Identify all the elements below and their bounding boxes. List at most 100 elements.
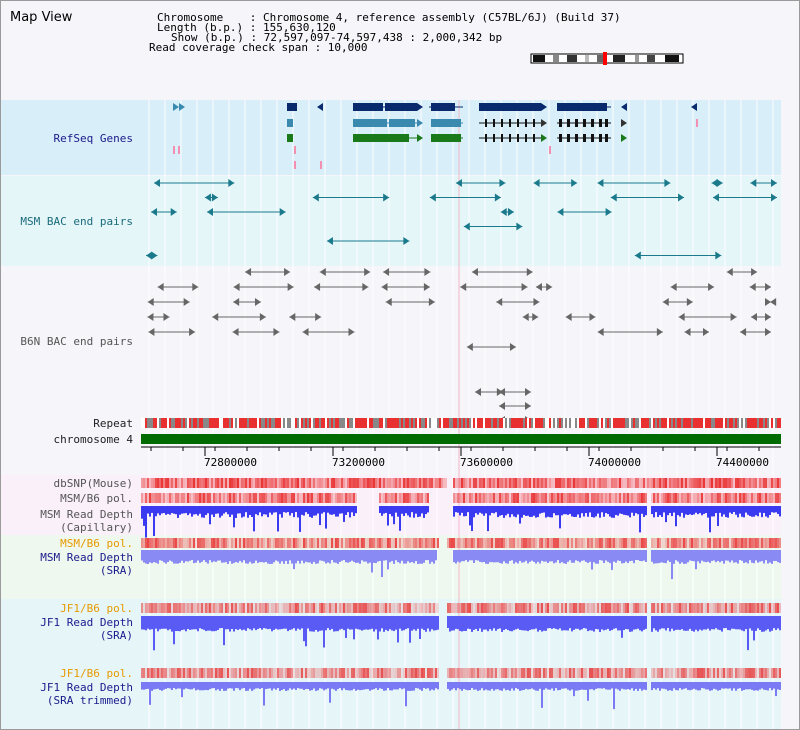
polymorphism-segment bbox=[763, 493, 765, 503]
repeat-segment bbox=[629, 418, 631, 428]
bac-end-arrow bbox=[153, 179, 160, 187]
polymorphism-segment bbox=[429, 603, 431, 613]
polymorphism-segment bbox=[643, 538, 645, 548]
polymorphism-segment bbox=[711, 538, 713, 548]
dbsnp-label[interactable]: dbSNP(Mouse) bbox=[53, 477, 133, 490]
read-depth-bar bbox=[693, 506, 695, 515]
bac-end-arrow bbox=[148, 328, 155, 336]
polymorphism-segment bbox=[183, 493, 185, 503]
read-depth-bar bbox=[565, 550, 567, 564]
ideogram-band bbox=[635, 55, 639, 62]
polymorphism-segment bbox=[415, 538, 417, 548]
polymorphism-segment bbox=[659, 478, 661, 488]
polymorphism-segment bbox=[243, 478, 245, 488]
polymorphism-segment bbox=[633, 538, 635, 548]
read-depth-bar bbox=[767, 682, 769, 691]
polymorphism-segment bbox=[357, 478, 359, 488]
read-depth-bar bbox=[211, 616, 213, 632]
polymorphism-segment bbox=[681, 603, 683, 613]
read-depth-bar bbox=[573, 682, 575, 697]
polymorphism-segment bbox=[635, 493, 637, 503]
read-depth-bar bbox=[185, 550, 187, 562]
read-depth-bar bbox=[731, 616, 733, 629]
read-depth-bar bbox=[355, 682, 357, 691]
polymorphism-segment bbox=[305, 603, 307, 613]
msm-bac-label[interactable]: MSM BAC end pairs bbox=[20, 215, 133, 228]
b6n-bac-label[interactable]: B6N BAC end pairs bbox=[20, 335, 133, 348]
repeat-segment bbox=[679, 418, 681, 428]
read-depth-bar bbox=[415, 506, 417, 514]
jf1-depth-trimmed-label[interactable]: JF1 Read Depth bbox=[40, 681, 133, 694]
read-depth-bar bbox=[539, 616, 541, 631]
polymorphism-segment bbox=[705, 603, 707, 613]
repeat-segment bbox=[475, 418, 477, 428]
polymorphism-segment bbox=[547, 538, 549, 548]
bac-end-arrow bbox=[362, 283, 369, 291]
polymorphism-segment bbox=[501, 538, 503, 548]
polymorphism-segment bbox=[177, 603, 179, 613]
polymorphism-segment bbox=[657, 493, 659, 503]
polymorphism-segment bbox=[451, 538, 453, 548]
gene-small bbox=[549, 146, 551, 154]
read-depth-bar bbox=[583, 506, 585, 517]
msm-depth-capillary-label[interactable]: MSM Read Depth bbox=[40, 508, 133, 521]
read-depth-bar bbox=[753, 550, 755, 564]
read-depth-bar bbox=[319, 506, 321, 526]
polymorphism-segment bbox=[557, 478, 559, 488]
polymorphism-segment bbox=[527, 478, 529, 488]
polymorphism-segment bbox=[205, 603, 207, 613]
repeat-segment bbox=[165, 418, 167, 428]
read-depth-bar bbox=[455, 616, 457, 629]
polymorphism-segment bbox=[541, 668, 543, 678]
read-depth-bar bbox=[595, 682, 597, 689]
refseq-genes-label[interactable]: RefSeq Genes bbox=[53, 132, 133, 145]
polymorphism-segment bbox=[565, 478, 567, 488]
read-depth-bar bbox=[629, 506, 631, 518]
jf1-b6-pol-trimmed-label[interactable]: JF1/B6 pol. bbox=[60, 667, 133, 680]
read-depth-bar bbox=[629, 616, 631, 632]
msm-depth-sra-label[interactable]: MSM Read Depth bbox=[40, 551, 133, 564]
msm-bac-band bbox=[1, 176, 781, 266]
polymorphism-segment bbox=[487, 538, 489, 548]
repeat-segment bbox=[761, 418, 763, 428]
read-depth-bar bbox=[607, 506, 609, 515]
msm-b6-pol-sra-label[interactable]: MSM/B6 pol. bbox=[60, 537, 133, 550]
read-depth-bar bbox=[537, 550, 539, 562]
polymorphism-segment bbox=[307, 493, 309, 503]
read-depth-bar bbox=[339, 616, 341, 630]
polymorphism-segment bbox=[721, 538, 723, 548]
read-depth-bar bbox=[547, 506, 549, 517]
read-depth-bar bbox=[637, 682, 639, 691]
read-depth-bar bbox=[625, 506, 627, 516]
jf1-b6-pol-label[interactable]: JF1/B6 pol. bbox=[60, 602, 133, 615]
read-depth-bar bbox=[267, 506, 269, 518]
read-depth-bar bbox=[421, 506, 423, 514]
read-depth-bar bbox=[371, 616, 373, 629]
read-depth-bar bbox=[359, 550, 361, 564]
read-depth-bar bbox=[321, 616, 323, 631]
read-depth-bar bbox=[285, 616, 287, 629]
read-depth-bar bbox=[391, 616, 393, 631]
polymorphism-segment bbox=[555, 478, 557, 488]
read-depth-bar bbox=[233, 616, 235, 632]
repeat-segment bbox=[277, 418, 279, 428]
read-depth-bar bbox=[173, 550, 175, 564]
read-depth-bar bbox=[409, 682, 411, 691]
polymorphism-segment bbox=[529, 668, 531, 678]
read-depth-bar bbox=[641, 506, 643, 514]
repeat-segment bbox=[549, 418, 551, 428]
polymorphism-segment bbox=[519, 603, 521, 613]
polymorphism-segment bbox=[345, 478, 347, 488]
polymorphism-segment bbox=[721, 493, 723, 503]
polymorphism-segment bbox=[617, 668, 619, 678]
polymorphism-segment bbox=[557, 538, 559, 548]
polymorphism-segment bbox=[349, 668, 351, 678]
jf1-depth-sra-label[interactable]: JF1 Read Depth bbox=[40, 616, 133, 629]
polymorphism-segment bbox=[469, 478, 471, 488]
polymorphism-segment bbox=[575, 538, 577, 548]
msm-b6-pol-label[interactable]: MSM/B6 pol. bbox=[60, 492, 133, 505]
polymorphism-segment bbox=[761, 493, 763, 503]
repeat-segment bbox=[401, 418, 403, 428]
read-depth-bar bbox=[483, 550, 485, 563]
read-depth-bar bbox=[429, 682, 431, 691]
